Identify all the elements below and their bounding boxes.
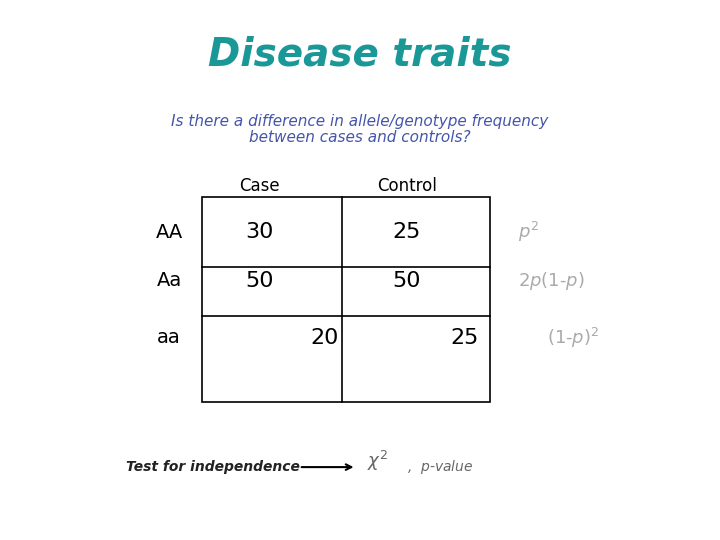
Text: $2p(1$-$p)$: $2p(1$-$p)$ (518, 270, 585, 292)
Text: 25: 25 (451, 327, 479, 348)
Text: Is there a difference in allele/genotype frequency: Is there a difference in allele/genotype… (171, 114, 549, 129)
Text: Disease traits: Disease traits (208, 35, 512, 73)
Text: 50: 50 (392, 271, 421, 291)
Bar (202, 197, 490, 402)
Text: aa: aa (158, 328, 181, 347)
Text: Case: Case (239, 177, 279, 195)
Text: $(1$-$p)^{2}$: $(1$-$p)^{2}$ (547, 326, 600, 349)
Text: Test for independence: Test for independence (126, 460, 300, 474)
Text: $\chi^{2}$: $\chi^{2}$ (367, 449, 388, 472)
Text: ,  $p$-value: , $p$-value (407, 458, 473, 476)
Text: Control: Control (377, 177, 437, 195)
Text: $p^{2}$: $p^{2}$ (518, 220, 539, 244)
Text: between cases and controls?: between cases and controls? (249, 130, 471, 145)
Text: 20: 20 (310, 327, 338, 348)
Text: 50: 50 (245, 271, 274, 291)
Text: 30: 30 (245, 222, 274, 242)
Text: 25: 25 (392, 222, 421, 242)
Text: AA: AA (156, 222, 183, 242)
Text: Aa: Aa (156, 271, 182, 291)
